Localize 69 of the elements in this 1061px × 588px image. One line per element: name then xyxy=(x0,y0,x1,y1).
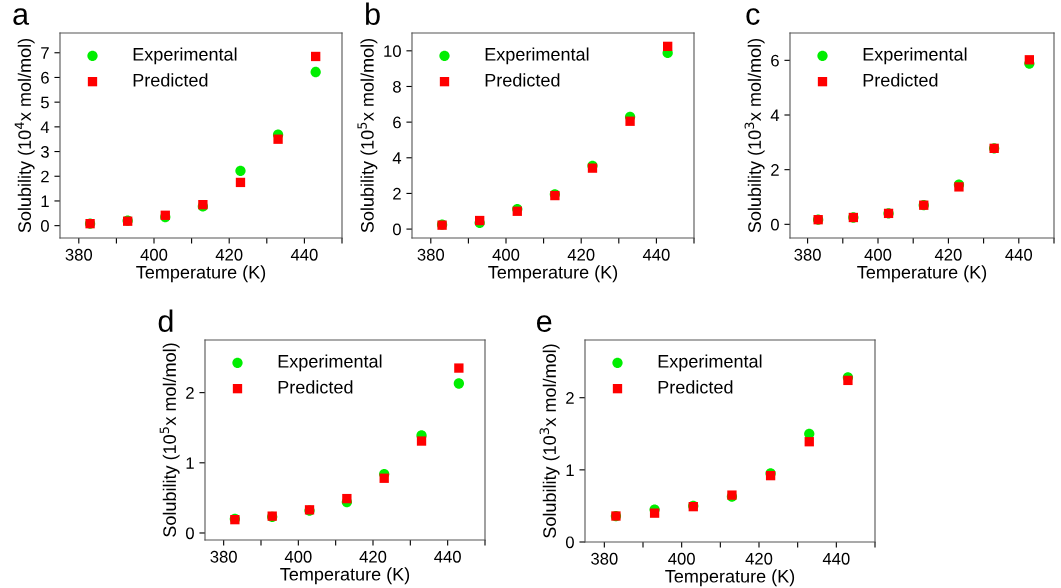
y-tick-label: 6 xyxy=(41,71,49,84)
legend-label: Predicted xyxy=(278,380,353,394)
x-tick-label: 380 xyxy=(210,550,237,563)
legend-label: Predicted xyxy=(658,380,733,394)
y-tick-label: 1 xyxy=(186,457,194,469)
y-tick-label: 7 xyxy=(41,47,49,59)
x-tick-label: 380 xyxy=(591,552,618,565)
y-tick-label: 5 xyxy=(40,96,49,109)
y-axis-title: Solubility (10$^{3}$x mol/mol) xyxy=(744,38,765,233)
x-tick-label: 440 xyxy=(822,552,850,565)
x-tick-label: 440 xyxy=(642,248,670,261)
legend-label: Predicted xyxy=(485,73,560,87)
legend-label: Experimental xyxy=(658,354,762,372)
y-tick-label: 2 xyxy=(566,392,574,404)
legend-label: Experimental xyxy=(133,47,237,65)
x-tick-label: 440 xyxy=(434,550,461,563)
legend-label: Predicted xyxy=(863,73,938,87)
x-axis-title: Temperature (K) xyxy=(136,265,266,283)
y-tick-label: 1 xyxy=(566,464,574,476)
x-tick-label: 440 xyxy=(1005,248,1033,261)
chart-title: c xyxy=(746,8,760,25)
x-tick-label: 420 xyxy=(359,550,387,563)
y-axis-title: Solubility (10$^{5}$x mol/mol) xyxy=(357,38,378,233)
y-tick-label: 6 xyxy=(393,116,401,129)
x-tick-label: 420 xyxy=(215,248,243,261)
legend-label: Experimental xyxy=(863,47,967,65)
x-tick-label: 380 xyxy=(65,248,93,261)
y-tick-label: 0 xyxy=(565,536,574,549)
chart-title: a xyxy=(13,8,30,25)
y-tick-label: 1 xyxy=(41,195,49,207)
y-axis-title: Solubility (10$^{5}$x mol/mol) xyxy=(159,343,180,537)
y-tick-label: 4 xyxy=(40,121,50,133)
y-tick-label: 0 xyxy=(770,218,779,231)
y-tick-label: 0 xyxy=(392,223,401,236)
x-tick-label: 420 xyxy=(567,248,595,261)
x-tick-label: 380 xyxy=(417,248,445,261)
y-tick-label: 2 xyxy=(186,387,194,399)
y-tick-label: 4 xyxy=(392,152,402,164)
x-tick-label: 400 xyxy=(492,248,520,261)
legend-label: Predicted xyxy=(133,73,208,87)
y-tick-label: 6 xyxy=(771,54,779,67)
y-tick-label: 3 xyxy=(40,145,49,158)
x-tick-label: 380 xyxy=(794,248,821,261)
x-tick-label: 400 xyxy=(668,552,695,565)
y-axis-title: Solubility (10$^{3}$x mol/mol) xyxy=(539,344,560,538)
chart-title: e xyxy=(537,315,552,332)
y-tick-label: 2 xyxy=(41,170,49,183)
x-tick-label: 400 xyxy=(864,248,892,261)
y-tick-label: 0 xyxy=(185,527,194,540)
legend-label: Experimental xyxy=(278,354,382,372)
chart-title: b xyxy=(366,2,380,25)
x-tick-label: 420 xyxy=(745,552,773,565)
legend-label: Experimental xyxy=(485,47,589,65)
x-tick-label: 400 xyxy=(140,248,168,261)
y-axis-title: Solubility (10$^{4}$x mol/mol) xyxy=(14,38,35,233)
x-axis-title: Temperature (K) xyxy=(280,567,410,585)
y-tick-label: 2 xyxy=(393,187,401,200)
x-tick-label: 420 xyxy=(934,248,962,261)
y-tick-label: 8 xyxy=(393,80,401,93)
x-axis-title: Temperature (K) xyxy=(857,265,987,283)
x-axis-title: Temperature (K) xyxy=(665,569,795,587)
y-tick-label: 2 xyxy=(771,164,779,176)
y-tick-label: 4 xyxy=(770,109,780,122)
chart-title: d xyxy=(158,309,173,332)
x-tick-label: 400 xyxy=(284,550,312,563)
y-tick-label: 10 xyxy=(384,45,401,58)
x-axis-title: Temperature (K) xyxy=(488,265,618,283)
x-tick-label: 440 xyxy=(290,248,318,261)
y-tick-label: 0 xyxy=(40,220,49,232)
